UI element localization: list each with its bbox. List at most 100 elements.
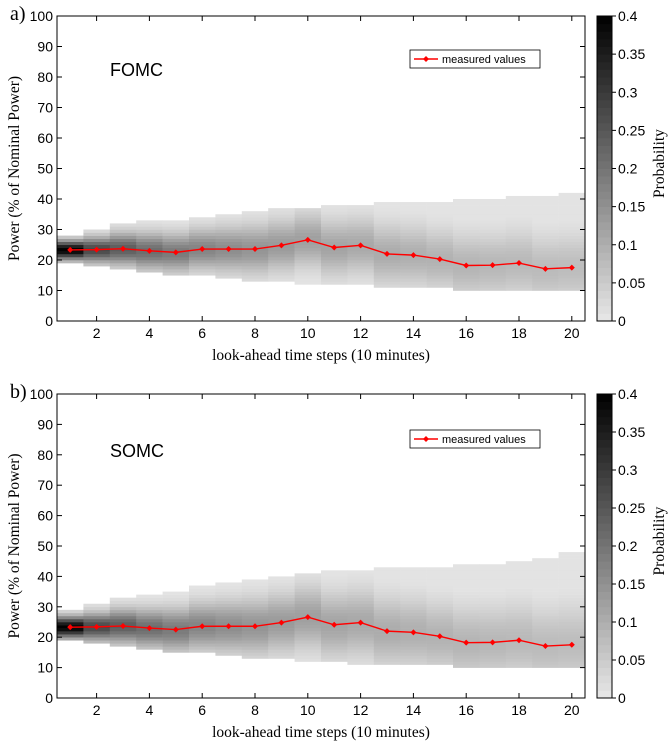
heatmap-cell (241, 235, 269, 239)
data-point (93, 246, 100, 253)
heatmap-cell (532, 606, 559, 611)
heatmap-cell (558, 661, 586, 665)
heatmap-cell (479, 235, 507, 239)
heatmap-cell (453, 229, 480, 233)
colorbar-segment (597, 244, 612, 253)
colorbar-segment (597, 530, 612, 539)
heatmap-cell (558, 235, 586, 239)
heatmap-cell (189, 609, 216, 614)
heatmap-cell (453, 202, 480, 206)
heatmap-cell (505, 625, 533, 629)
heatmap-cell (215, 582, 243, 586)
heatmap-cell (479, 229, 507, 233)
heatmap-cell (162, 637, 190, 641)
heatmap-cell (373, 618, 401, 623)
heatmap-cell (426, 220, 454, 224)
heatmap-cell (321, 582, 348, 586)
heatmap-cell (268, 606, 295, 611)
heatmap-cell (558, 618, 586, 623)
heatmap-cell (162, 631, 190, 635)
heatmap-cell (136, 266, 163, 270)
heatmap-cell (532, 637, 559, 641)
heatmap-cell (189, 263, 216, 267)
heatmap-cell (400, 585, 427, 589)
heatmap-cell (426, 591, 454, 595)
heatmap-cell (294, 232, 322, 236)
heatmap-cell (505, 247, 533, 252)
colorbar: 0 0.05 0.1 0.15 0.2 0.25 0.3 0.35 0.4 Probability (596, 8, 668, 329)
heatmap-cell (215, 266, 243, 270)
colorbar-segment (597, 492, 612, 501)
heatmap-cell (453, 256, 480, 261)
heatmap-cell (400, 618, 427, 623)
heatmap-cell (347, 631, 375, 635)
heatmap-cell (505, 655, 533, 659)
data-point (67, 246, 74, 253)
heatmap-cell (453, 235, 480, 239)
colorbar-tick-label: 0.25 (618, 122, 645, 138)
heatmap-cell (532, 561, 559, 565)
colorbar-label: Probability (651, 129, 668, 198)
heatmap-cell (505, 643, 533, 647)
heatmap-cell (215, 615, 243, 620)
heatmap-cell (479, 205, 507, 209)
heatmap-cell (268, 625, 295, 629)
heatmap-cell (347, 223, 375, 227)
heatmap-cell (294, 217, 322, 221)
heatmap-cell (189, 606, 216, 611)
heatmap-cell (189, 260, 216, 264)
heatmap-cell (268, 220, 295, 224)
heatmap-cell (532, 220, 559, 224)
heatmap-cell (347, 615, 375, 620)
heatmap-cell (558, 269, 586, 273)
heatmap-cell (321, 609, 348, 614)
heatmap-cell (532, 235, 559, 239)
heatmap-cell (532, 260, 559, 264)
colorbar-segment (597, 667, 612, 676)
heatmap-cell (505, 652, 533, 656)
heatmap-cell (532, 241, 559, 246)
heatmap-cell (558, 576, 586, 580)
heatmap-cell (136, 615, 163, 620)
heatmap-cell (241, 609, 269, 614)
heatmap-cell (241, 594, 269, 598)
heatmap-cell (479, 588, 507, 592)
colorbar-segment (597, 568, 612, 577)
heatmap-cell (532, 567, 559, 571)
colorbar-segment (597, 606, 612, 615)
heatmap-cell (347, 217, 375, 221)
heatmap-cell (241, 631, 269, 635)
heatmap-cell (400, 655, 427, 659)
heatmap-cell (558, 600, 586, 605)
heatmap-cell (321, 281, 348, 285)
heatmap-cell (505, 603, 533, 608)
colorbar-segment (597, 432, 612, 440)
heatmap-cell (83, 628, 111, 632)
heatmap-cell (479, 582, 507, 586)
heatmap-cell (373, 278, 401, 282)
heatmap-cell (426, 232, 454, 236)
heatmap-cell (162, 600, 190, 605)
heatmap-cell (532, 278, 559, 282)
heatmap-cell (83, 640, 111, 644)
heatmap-cell (453, 281, 480, 285)
x-tick-label: 6 (198, 702, 206, 718)
heatmap-cell (373, 582, 401, 586)
heatmap-cell (426, 618, 454, 623)
heatmap-cell (505, 232, 533, 236)
heatmap-cell (268, 612, 295, 617)
heatmap-cell (136, 612, 163, 617)
heatmap-cell (479, 253, 507, 258)
y-tick-label: 10 (37, 283, 53, 299)
heatmap-cell (532, 655, 559, 659)
data-point (568, 641, 575, 648)
heatmap-cell (532, 217, 559, 221)
heatmap-cell (268, 250, 295, 255)
heatmap-cell (268, 585, 295, 589)
heatmap-cell (215, 597, 243, 602)
heatmap-cell (479, 250, 507, 255)
heatmap-cell (532, 591, 559, 595)
heatmap-cell (505, 226, 533, 230)
heatmap-cell (558, 594, 586, 598)
